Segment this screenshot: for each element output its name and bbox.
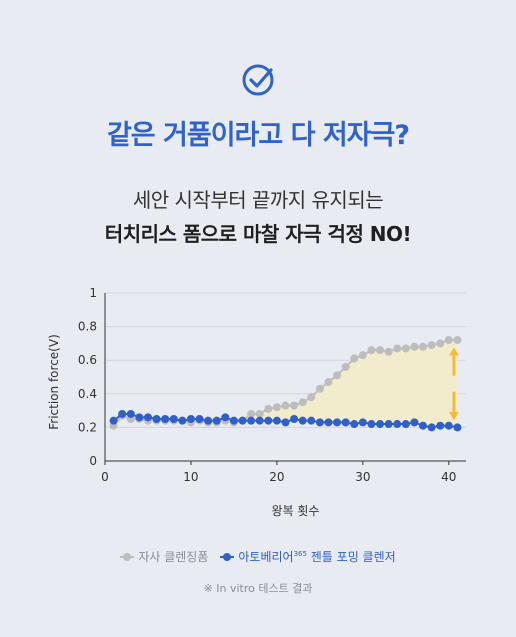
data-point-product	[350, 420, 359, 429]
data-point-competitor	[333, 371, 342, 380]
legend-marker-product	[220, 552, 235, 561]
footnote: ※ In vitro 테스트 결과	[203, 582, 313, 595]
subline-2: 터치리스 폼으로 마찰 자극 걱정 NO!	[104, 222, 412, 246]
data-point-competitor	[255, 409, 264, 418]
data-point-product	[195, 415, 204, 423]
x-tick-label: 40	[441, 470, 456, 484]
legend-item-product: 아토베리어365 젠틀 포밍 클렌저	[220, 548, 396, 565]
data-point-competitor	[427, 341, 436, 350]
gap-arrow-up-icon	[448, 347, 459, 356]
legend-label-product: 아토베리어365 젠틀 포밍 클렌저	[238, 548, 395, 565]
y-tick-label: 1	[89, 286, 97, 300]
data-point-competitor	[358, 351, 367, 360]
data-point-product	[281, 418, 290, 427]
data-point-product	[152, 415, 161, 423]
y-tick-label: 0.2	[78, 420, 97, 434]
subline-1: 세안 시작부터 끝까지 유지되는	[132, 188, 384, 212]
data-point-competitor	[410, 342, 419, 351]
data-point-competitor	[281, 401, 290, 410]
data-point-competitor	[376, 346, 385, 355]
data-point-product	[410, 418, 419, 427]
data-point-competitor	[350, 354, 359, 363]
legend-product-prefix: 아토베리어	[238, 550, 294, 564]
data-point-competitor	[315, 384, 324, 393]
data-point-product	[204, 416, 213, 425]
data-point-product	[290, 415, 299, 423]
gap-arrow-down-icon	[448, 411, 459, 420]
data-point-product	[298, 416, 307, 425]
data-point-product	[367, 420, 376, 429]
data-point-product	[272, 416, 281, 425]
data-point-competitor	[436, 339, 445, 348]
legend-label-competitor: 자사 클렌징폼	[138, 550, 209, 564]
data-point-competitor	[401, 344, 410, 353]
data-point-product	[109, 416, 118, 425]
data-point-competitor	[307, 393, 316, 402]
headline: 같은 거품이라고 다 저자극?	[106, 120, 410, 151]
difference-fill	[251, 340, 458, 428]
data-point-product	[401, 420, 410, 429]
x-tick-label: 0	[101, 470, 109, 484]
data-point-competitor	[367, 346, 376, 355]
data-point-product	[427, 423, 436, 432]
data-point-competitor	[298, 398, 307, 407]
data-point-product	[126, 409, 135, 418]
data-point-competitor	[264, 404, 273, 413]
data-point-product	[393, 420, 402, 429]
x-tick-label: 20	[269, 470, 284, 484]
data-point-product	[247, 416, 256, 425]
x-tick-label: 30	[355, 470, 370, 484]
data-point-product	[212, 416, 221, 425]
y-axis-title: Friction force(V)	[47, 334, 61, 429]
data-point-competitor	[247, 409, 256, 418]
data-point-product	[186, 415, 195, 423]
data-point-competitor	[393, 344, 402, 353]
data-point-product	[143, 413, 152, 422]
y-tick-label: 0.4	[78, 387, 97, 401]
data-point-competitor	[384, 347, 393, 356]
chart-legend: 자사 클렌징폼 아토베리어365 젠틀 포밍 클렌저	[0, 548, 516, 565]
data-point-product	[238, 416, 247, 425]
data-point-product	[307, 416, 316, 425]
data-point-competitor	[453, 336, 462, 345]
data-point-product	[444, 421, 453, 430]
data-point-product	[384, 420, 393, 429]
data-point-product	[315, 418, 324, 427]
data-point-competitor	[324, 378, 333, 387]
data-point-product	[341, 418, 350, 427]
x-axis-title: 왕복 횟수	[272, 504, 320, 518]
y-tick-label: 0.6	[78, 353, 97, 367]
data-point-product	[178, 416, 187, 425]
data-point-product	[264, 416, 273, 425]
check-circle-icon	[242, 64, 274, 96]
y-tick-label: 0.8	[78, 320, 97, 334]
data-point-product	[221, 413, 230, 422]
data-point-competitor	[341, 362, 350, 371]
legend-item-competitor: 자사 클렌징폼	[120, 548, 208, 565]
legend-marker-competitor	[120, 552, 135, 561]
data-point-competitor	[444, 336, 453, 345]
data-point-product	[135, 413, 144, 422]
data-point-product	[229, 416, 238, 425]
data-point-product	[453, 423, 462, 432]
data-point-product	[436, 421, 445, 430]
data-point-product	[358, 418, 367, 427]
data-point-product	[324, 418, 333, 427]
data-point-competitor	[290, 401, 299, 410]
data-point-product	[118, 409, 127, 418]
data-point-product	[419, 421, 428, 430]
legend-product-suffix: 젠틀 포밍 클렌저	[306, 550, 396, 564]
data-point-product	[376, 420, 385, 429]
y-tick-label: 0	[89, 454, 97, 468]
x-tick-label: 10	[183, 470, 198, 484]
data-point-competitor	[419, 342, 428, 351]
data-point-product	[333, 418, 342, 427]
legend-product-sup: 365	[293, 550, 307, 558]
data-point-product	[161, 415, 170, 423]
data-point-competitor	[272, 403, 281, 412]
data-point-product	[255, 416, 264, 425]
data-point-product	[169, 415, 178, 423]
